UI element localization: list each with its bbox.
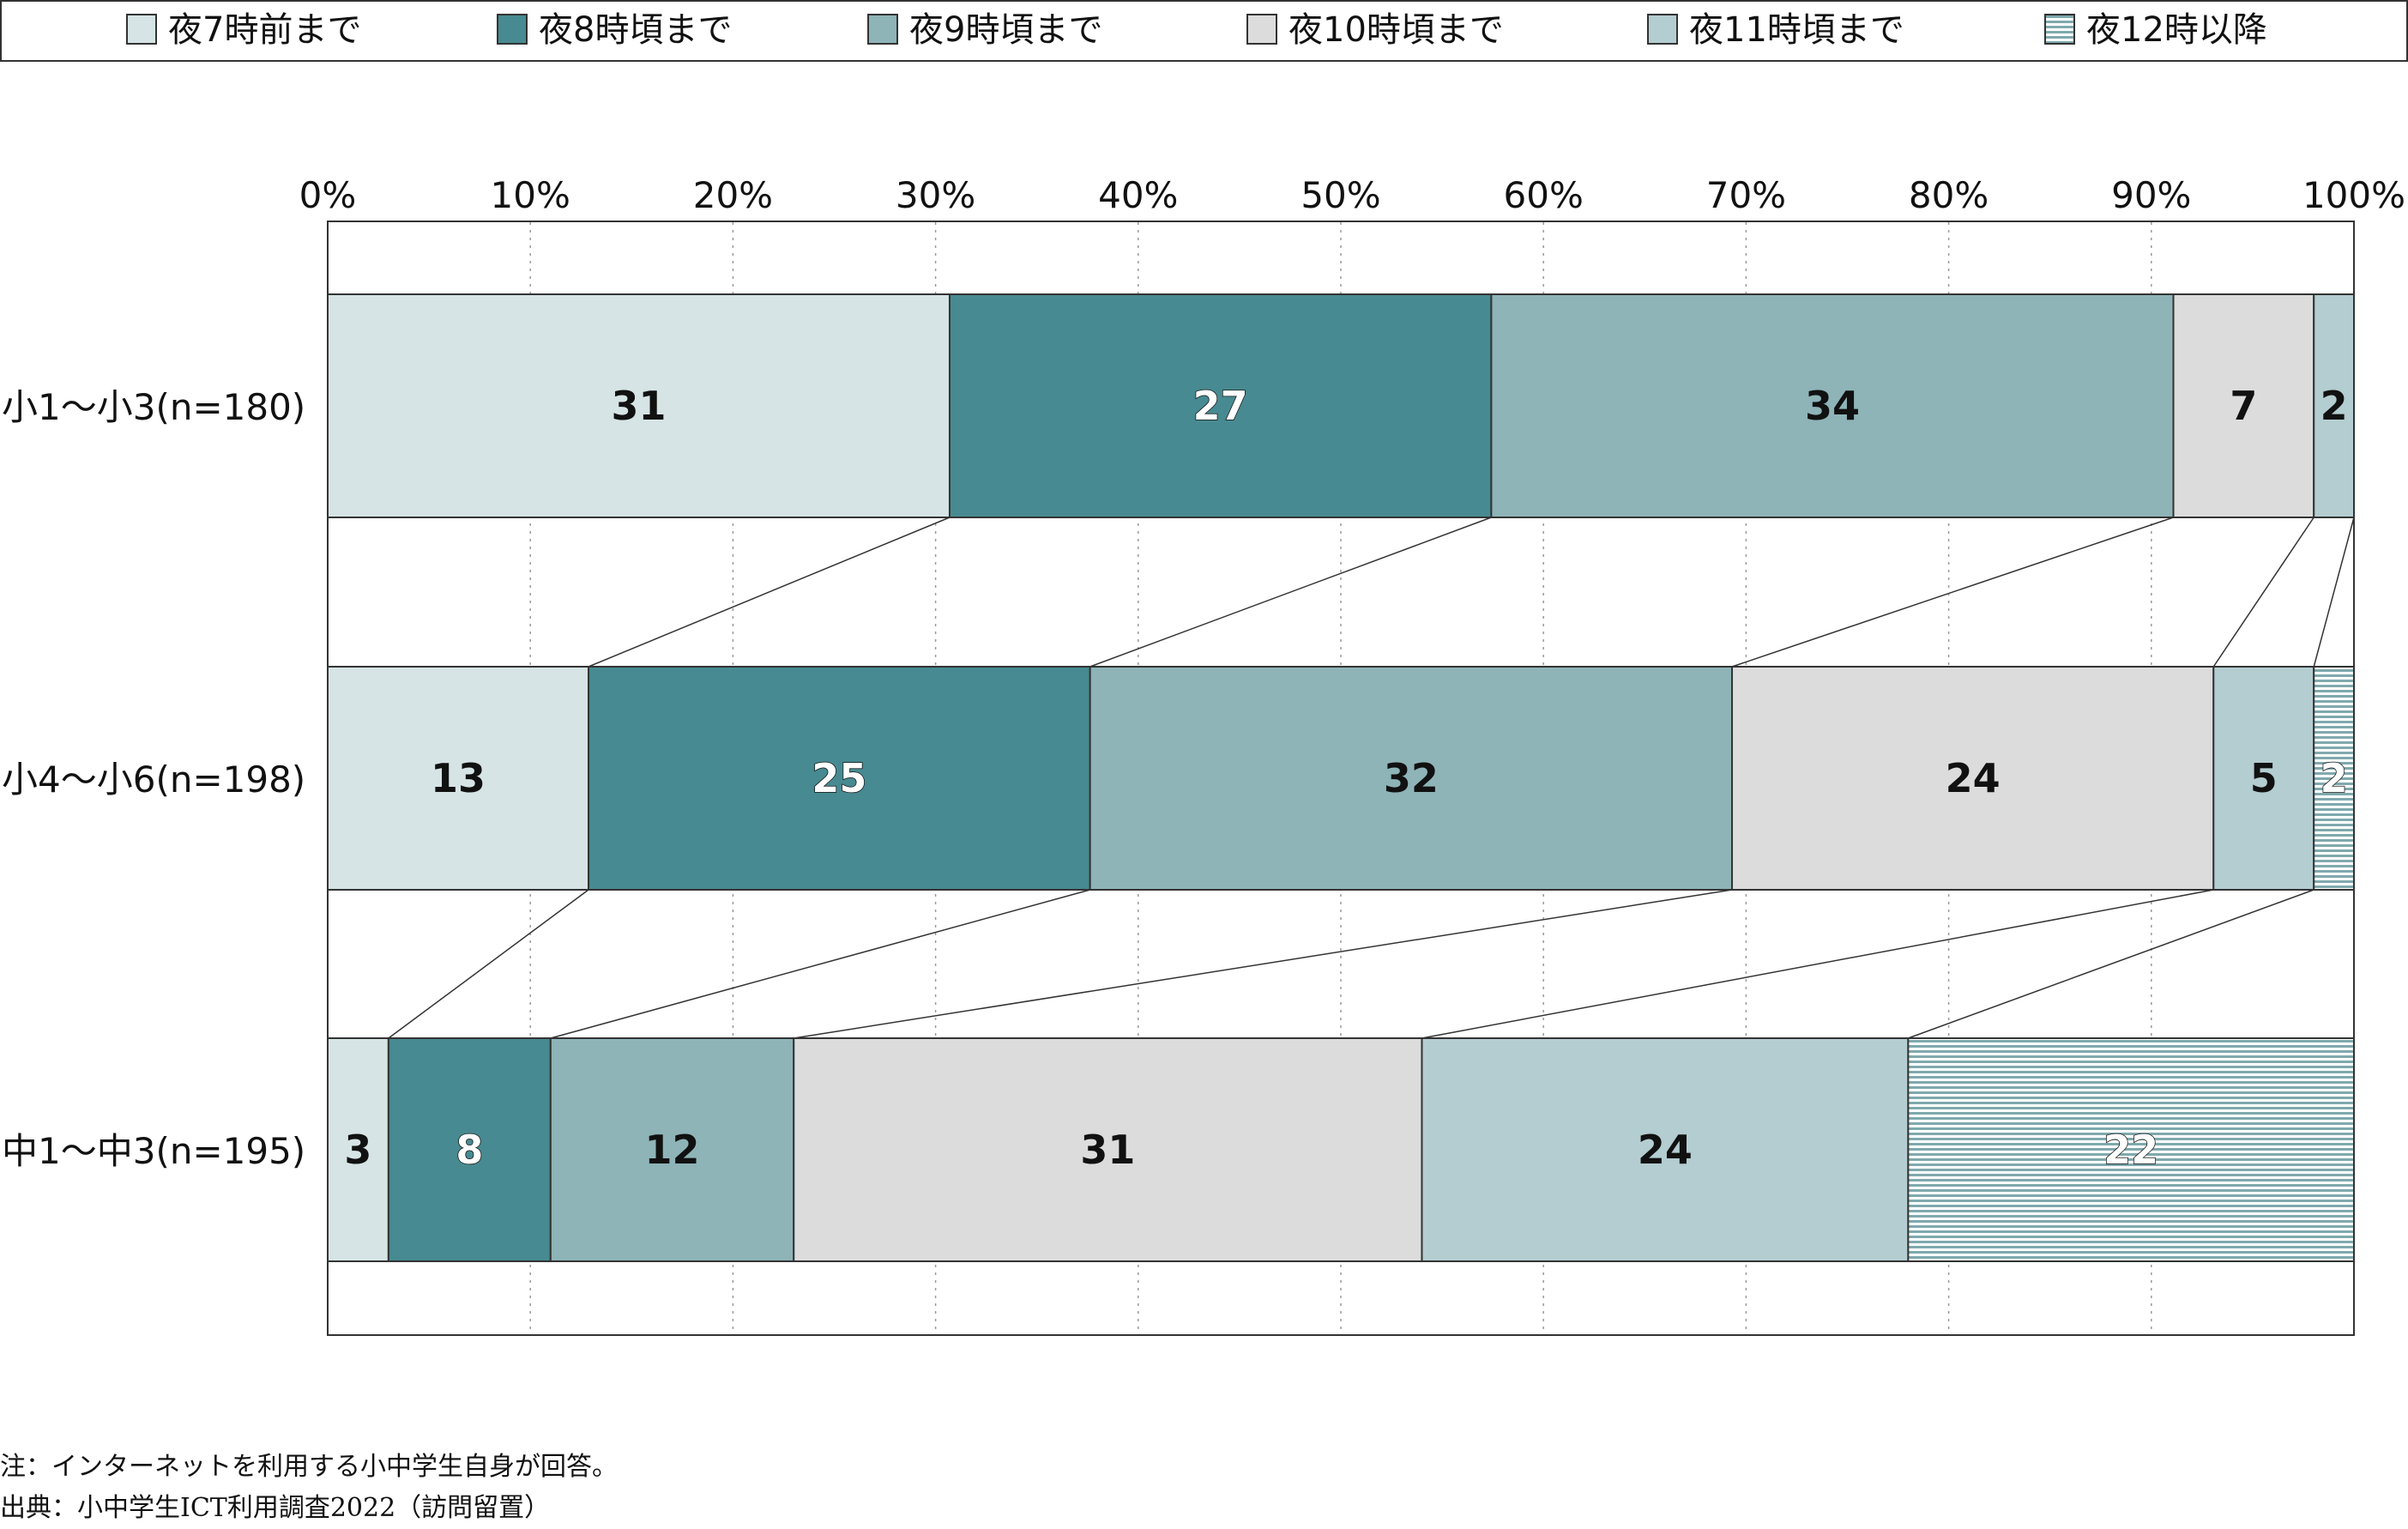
value-label: 3 bbox=[344, 1127, 371, 1173]
connector-line bbox=[1731, 517, 2174, 668]
bar-segment bbox=[387, 1037, 552, 1262]
value-label: 2 bbox=[2320, 383, 2348, 429]
value-label: 2 bbox=[2320, 755, 2348, 801]
x-tick-label: 80% bbox=[1909, 174, 1989, 216]
note-text: 注：インターネットを利用する小中学生自身が回答。 bbox=[0, 1452, 618, 1482]
bar-segment bbox=[2172, 293, 2315, 518]
connector-line bbox=[2313, 517, 2355, 668]
category-label: 中1～中3(n=195) bbox=[2, 1130, 305, 1172]
value-label: 27 bbox=[1193, 383, 1248, 429]
legend-swatch bbox=[126, 14, 157, 45]
value-label: 31 bbox=[1080, 1127, 1135, 1173]
value-label: 12 bbox=[645, 1127, 700, 1173]
bar-segment bbox=[793, 1037, 1423, 1262]
x-tick-label: 60% bbox=[1504, 174, 1584, 216]
legend: 夜7時前まで 夜8時頃まで 夜9時頃まで 夜10時頃まで 夜11時頃まで 夜12時以降 bbox=[126, 10, 2267, 50]
value-label: 31 bbox=[611, 383, 666, 429]
x-tick-label: 40% bbox=[1098, 174, 1178, 216]
value-label: 22 bbox=[2103, 1127, 2158, 1173]
bar-segment bbox=[1089, 666, 1734, 891]
value-label: 8 bbox=[456, 1127, 483, 1173]
value-label: 24 bbox=[1638, 1127, 1693, 1173]
value-label: 13 bbox=[431, 755, 486, 801]
bar-segment bbox=[1421, 1037, 1910, 1262]
legend-label: 夜12時以降 bbox=[2086, 10, 2267, 50]
value-label: 5 bbox=[2250, 755, 2278, 801]
connector-line bbox=[2212, 517, 2314, 668]
connector-line bbox=[1421, 889, 2214, 1039]
legend-label: 夜7時前まで bbox=[168, 10, 361, 50]
legend-swatch bbox=[1647, 14, 1678, 45]
value-label: 24 bbox=[1946, 755, 2001, 801]
bar-segment bbox=[1907, 1037, 2356, 1262]
x-tick-label: 10% bbox=[491, 174, 570, 216]
x-tick-label: 50% bbox=[1301, 174, 1380, 216]
legend-swatch bbox=[867, 14, 898, 45]
series-connector-lines bbox=[388, 517, 2355, 1039]
legend-swatch bbox=[1246, 14, 1277, 45]
x-tick-label: 90% bbox=[2111, 174, 2191, 216]
source-text: 出典：小中学生ICT利用調査2022（訪問留置） bbox=[0, 1493, 551, 1523]
footnotes: 注：インターネットを利用する小中学生自身が回答。 出典：小中学生ICT利用調査2… bbox=[0, 1447, 618, 1529]
legend-label: 夜11時頃まで bbox=[1689, 10, 1904, 50]
bar-segment bbox=[1490, 293, 2175, 518]
legend-swatch bbox=[2044, 14, 2075, 45]
x-tick-label: 30% bbox=[896, 174, 975, 216]
bar-segment bbox=[327, 293, 951, 518]
bar-segment bbox=[327, 1037, 389, 1262]
bar-segment bbox=[948, 293, 1493, 518]
bar-segment bbox=[2212, 666, 2315, 891]
value-label: 34 bbox=[1805, 383, 1860, 429]
legend-frame bbox=[0, 0, 2408, 62]
bar-segment bbox=[588, 666, 1091, 891]
value-label: 7 bbox=[2230, 383, 2257, 429]
x-axis-ticks: 0% 10% 20% 30% 40% 50% 60% 70% 80% 90% 100% bbox=[299, 174, 2405, 216]
x-tick-label: 100% bbox=[2302, 174, 2405, 216]
bar-segment bbox=[2313, 666, 2356, 891]
legend-label: 夜10時頃まで bbox=[1288, 10, 1504, 50]
connector-line bbox=[550, 889, 1090, 1039]
legend-label: 夜9時頃まで bbox=[909, 10, 1102, 50]
value-label: 25 bbox=[812, 755, 866, 801]
legend-label: 夜8時頃まで bbox=[539, 10, 732, 50]
connector-line bbox=[1908, 889, 2314, 1039]
connector-line bbox=[1089, 517, 1492, 668]
category-label: 小4～小6(n=198) bbox=[2, 758, 305, 801]
x-tick-label: 70% bbox=[1706, 174, 1786, 216]
category-label: 小1～小3(n=180) bbox=[2, 386, 305, 428]
legend-swatch bbox=[497, 14, 528, 45]
category-labels: 小1～小3(n=180) 小4～小6(n=198) 中1～中3(n=195) bbox=[2, 386, 305, 1172]
bar-segment bbox=[549, 1037, 795, 1262]
value-label: 32 bbox=[1384, 755, 1439, 801]
x-tick-label: 0% bbox=[299, 174, 357, 216]
connector-line bbox=[588, 517, 951, 668]
connector-line bbox=[388, 889, 589, 1039]
bar-segment bbox=[1731, 666, 2215, 891]
bar-segment bbox=[327, 666, 590, 891]
x-tick-label: 20% bbox=[693, 174, 773, 216]
connector-line bbox=[794, 889, 1733, 1039]
bars: 31 27 34 7 213 25 32 24 5 23 8 12 31 24 22 bbox=[327, 293, 2356, 1262]
bar-segment bbox=[2313, 293, 2356, 518]
